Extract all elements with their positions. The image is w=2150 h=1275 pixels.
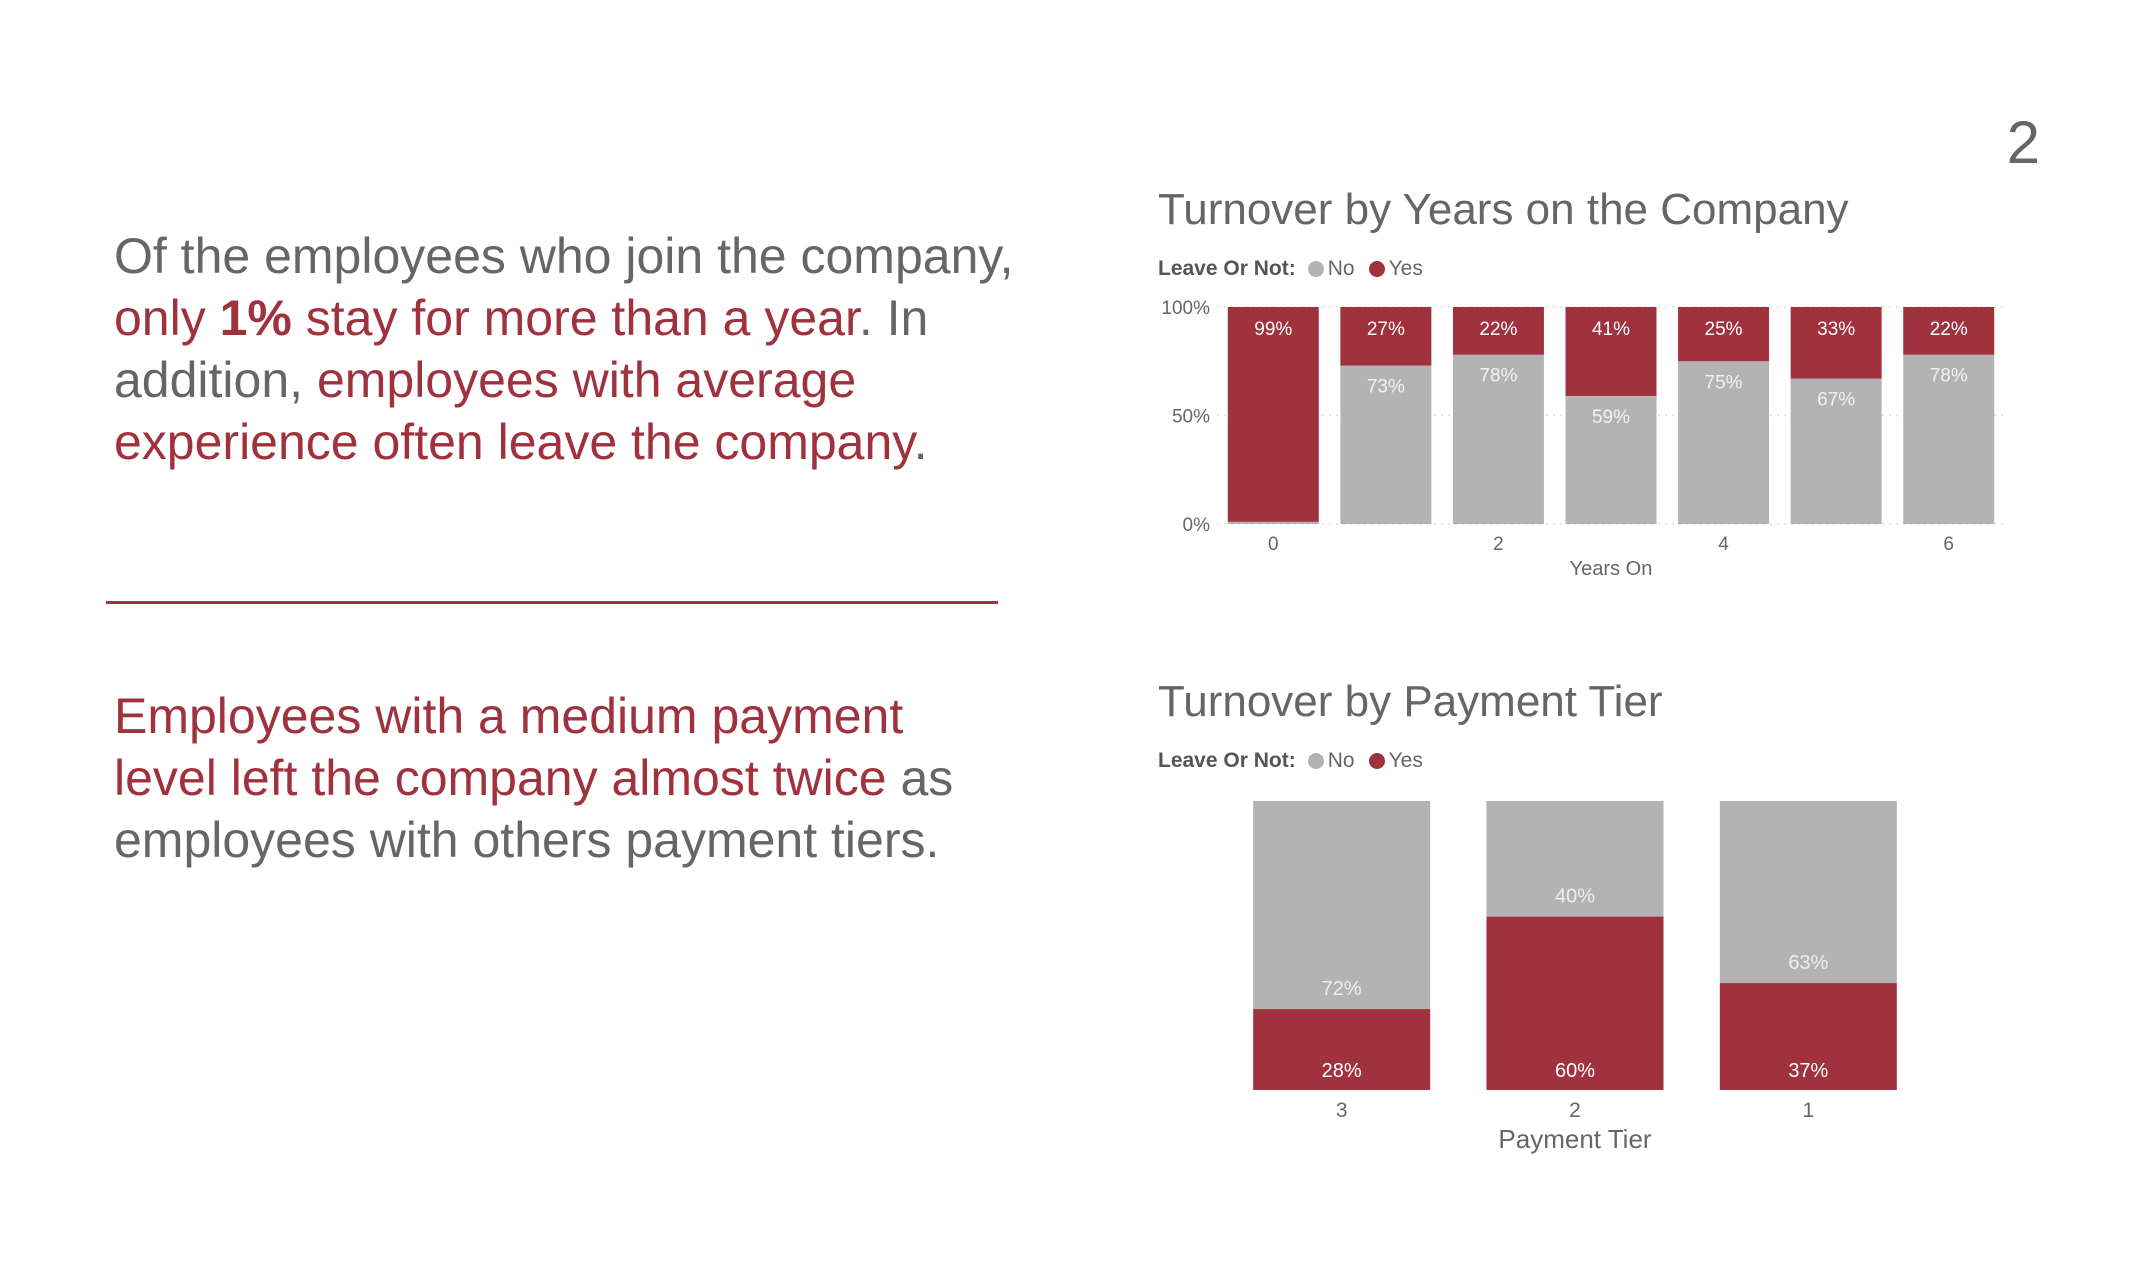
insight-1-part-2: only [114, 290, 220, 346]
legend-title: Leave Or Not: [1158, 749, 1296, 772]
legend-label-no: No [1327, 257, 1355, 280]
data-label-yes-2: 22% [1479, 319, 1517, 340]
bar-yes-5 [1790, 307, 1882, 379]
data-label-no-tier-3: 72% [1322, 978, 1362, 1000]
insight-2-part-2: as employees with others payment tiers. [114, 750, 954, 868]
x-tick-label: 6 [1943, 534, 1954, 555]
insight-1-part-6: employees with average experience often … [114, 352, 914, 470]
legend-dot-no [1307, 753, 1324, 769]
data-label-yes-6: 22% [1930, 319, 1968, 340]
legend-label-no: No [1327, 749, 1355, 772]
x-axis-label: Years On [1570, 558, 1653, 580]
x-tick-label: 2 [1493, 534, 1504, 555]
x-tick-label: 1 [1802, 1099, 1814, 1122]
section-divider [106, 601, 998, 604]
data-label-no-5: 67% [1817, 390, 1855, 411]
data-label-yes-0: 99% [1254, 319, 1292, 340]
data-label-yes-3: 41% [1592, 319, 1630, 340]
data-label-yes-5: 33% [1817, 319, 1855, 340]
bar-no-3 [1565, 395, 1657, 524]
bar-no-0 [1227, 521, 1319, 524]
y-tick-label: 100% [1161, 298, 1210, 319]
insight-text-years: Of the employees who join the company, o… [114, 225, 1014, 473]
bar-no-tier-3 [1253, 801, 1431, 1010]
bar-yes-4 [1678, 307, 1770, 362]
bar-no-2 [1452, 354, 1544, 524]
page-number: 2 [2006, 109, 2040, 176]
bar-yes-1 [1340, 307, 1432, 366]
bar-yes-6 [1903, 307, 1995, 355]
legend-dot-yes [1368, 261, 1385, 277]
x-axis-label: Payment Tier [1498, 1124, 1652, 1154]
data-label-yes-tier-2: 60% [1555, 1060, 1595, 1082]
legend-item-yes: Yes [1368, 257, 1423, 281]
insight-2-part-1: Employees with a medium payment level le… [114, 688, 904, 806]
insight-1-part-3: 1% [219, 290, 292, 346]
chart-title-years: Turnover by Years on the Company [1158, 185, 1849, 234]
insight-text-payment: Employees with a medium payment level le… [114, 685, 1014, 871]
x-tick-label: 2 [1569, 1099, 1581, 1122]
data-label-no-2: 78% [1479, 366, 1517, 387]
bar-yes-tier-2 [1486, 916, 1664, 1090]
data-label-yes-1: 27% [1367, 319, 1405, 340]
legend-item-no: No [1307, 749, 1355, 773]
legend-item-no: No [1307, 257, 1355, 281]
y-tick-label: 50% [1172, 407, 1210, 428]
data-label-no-4: 75% [1705, 372, 1743, 393]
x-tick-label: 0 [1268, 534, 1279, 555]
bar-no-4 [1678, 361, 1770, 524]
data-label-no-3: 59% [1592, 407, 1630, 428]
bar-no-tier-2 [1486, 801, 1664, 917]
bar-no-6 [1903, 354, 1995, 524]
insight-1-part-7: . [913, 414, 928, 470]
data-label-yes-4: 25% [1705, 319, 1743, 340]
bar-yes-2 [1452, 307, 1544, 355]
legend-dot-no [1307, 261, 1324, 277]
bar-yes-tier-3 [1253, 1009, 1431, 1090]
bar-yes-tier-1 [1719, 983, 1897, 1090]
chart-title-payment: Turnover by Payment Tier [1158, 677, 1663, 726]
x-tick-label: 4 [1718, 534, 1729, 555]
bar-yes-3 [1565, 307, 1657, 396]
legend-item-yes: Yes [1368, 749, 1423, 773]
insight-1-part-5: . In addition, [114, 290, 929, 408]
legend-title: Leave Or Not: [1158, 257, 1296, 280]
legend-years: Leave Or Not: No Yes [1158, 257, 1431, 281]
insight-1-part-4: stay for more than a year [291, 290, 859, 346]
legend-label-yes: Yes [1388, 257, 1423, 280]
bar-no-1 [1340, 365, 1432, 524]
insight-1-part-1: Of the employees who join the company, [114, 228, 1014, 284]
data-label-yes-tier-1: 37% [1788, 1060, 1828, 1082]
legend-label-yes: Yes [1388, 749, 1423, 772]
data-label-no-tier-2: 40% [1555, 886, 1595, 908]
bar-yes-0 [1227, 307, 1319, 522]
legend-dot-yes [1368, 753, 1385, 769]
data-label-no-6: 78% [1930, 366, 1968, 387]
y-tick-label: 0% [1183, 515, 1211, 536]
bar-no-5 [1790, 378, 1882, 524]
legend-payment: Leave Or Not: No Yes [1158, 749, 1431, 773]
data-label-no-tier-1: 63% [1788, 952, 1828, 974]
data-label-no-1: 73% [1367, 377, 1405, 398]
x-tick-label: 3 [1336, 1099, 1348, 1122]
data-label-yes-tier-3: 28% [1322, 1060, 1362, 1082]
bar-no-tier-1 [1719, 801, 1897, 984]
